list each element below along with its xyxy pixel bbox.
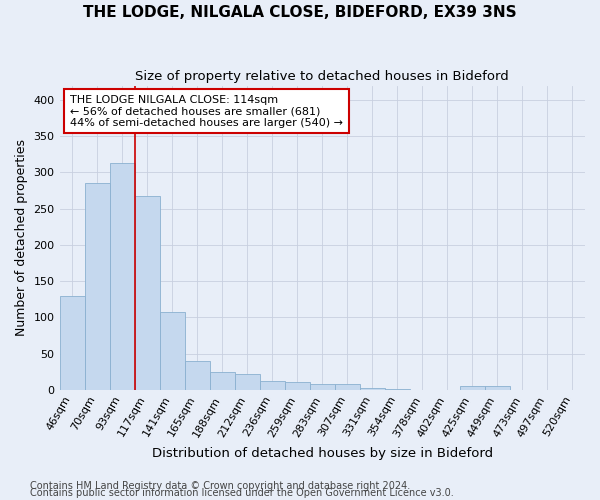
X-axis label: Distribution of detached houses by size in Bideford: Distribution of detached houses by size … xyxy=(152,447,493,460)
Title: Size of property relative to detached houses in Bideford: Size of property relative to detached ho… xyxy=(136,70,509,83)
Bar xyxy=(209,372,235,390)
Bar xyxy=(335,384,360,390)
Y-axis label: Number of detached properties: Number of detached properties xyxy=(15,139,28,336)
Text: Contains HM Land Registry data © Crown copyright and database right 2024.: Contains HM Land Registry data © Crown c… xyxy=(30,481,410,491)
Bar xyxy=(285,382,310,390)
Bar xyxy=(360,388,385,390)
Text: THE LODGE NILGALA CLOSE: 114sqm
← 56% of detached houses are smaller (681)
44% o: THE LODGE NILGALA CLOSE: 114sqm ← 56% of… xyxy=(70,94,343,128)
Bar xyxy=(260,381,285,390)
Bar xyxy=(85,182,110,390)
Bar xyxy=(235,374,260,390)
Bar xyxy=(385,389,410,390)
Bar xyxy=(310,384,335,390)
Bar xyxy=(59,296,85,390)
Text: Contains public sector information licensed under the Open Government Licence v3: Contains public sector information licen… xyxy=(30,488,454,498)
Bar xyxy=(134,196,160,390)
Bar xyxy=(460,386,485,390)
Text: THE LODGE, NILGALA CLOSE, BIDEFORD, EX39 3NS: THE LODGE, NILGALA CLOSE, BIDEFORD, EX39… xyxy=(83,5,517,20)
Bar xyxy=(185,361,209,390)
Bar xyxy=(485,386,510,390)
Bar xyxy=(110,163,134,390)
Bar xyxy=(160,312,185,390)
